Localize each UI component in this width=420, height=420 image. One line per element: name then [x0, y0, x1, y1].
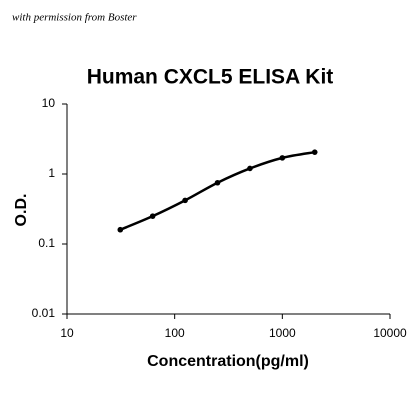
y-axis-label: O.D. [13, 194, 30, 227]
x-axis-label: Concentration(pg/ml) [147, 353, 309, 370]
x-tick-label: 10 [60, 326, 74, 340]
x-tick-label: 10000 [373, 326, 407, 340]
point [149, 213, 156, 219]
point [311, 149, 318, 155]
x-tick-label: 100 [165, 326, 185, 340]
point [214, 179, 221, 186]
chart-title: Human CXCL5 ELISA Kit [87, 66, 334, 89]
line [119, 150, 315, 231]
y-tick-label: 10 [42, 96, 56, 110]
y-tick-label: 1 [48, 166, 55, 180]
point [117, 226, 124, 233]
point [182, 197, 188, 204]
point [279, 155, 286, 161]
y-tick-label: 0.1 [38, 236, 55, 250]
x-tick-label: 1000 [269, 326, 296, 340]
annotation: with permission from Boster [12, 12, 137, 24]
y-tick-label: 0.01 [32, 306, 56, 320]
point [247, 165, 253, 172]
